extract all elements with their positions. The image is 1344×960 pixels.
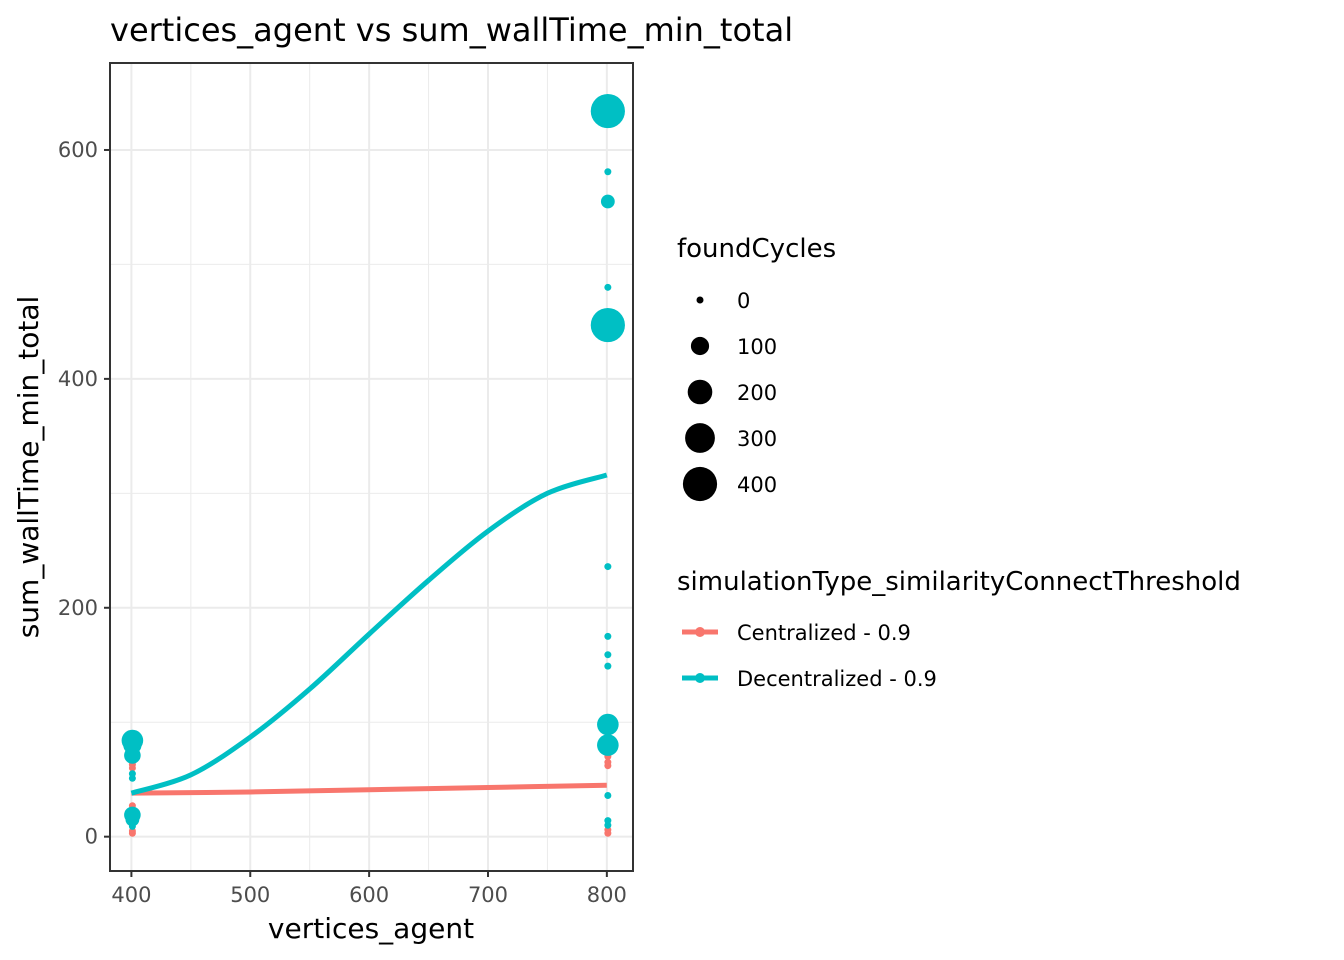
y-tick-label: 200 [58,596,98,620]
data-point-decentralized [597,713,619,736]
data-point-centralized [128,829,136,837]
data-points [121,93,625,837]
size-legend-key [682,466,718,502]
color-legend-point [695,627,705,637]
x-tick-label: 500 [230,883,270,907]
size-legend: foundCycles 0 100 200 300 400 [677,234,836,502]
data-point-centralized [604,762,612,770]
x-tick-label: 800 [587,883,627,907]
grid-minor [110,63,633,871]
data-point-decentralized [128,822,136,830]
data-point-decentralized [604,632,612,640]
x-tick-label: 700 [468,883,508,907]
data-point-centralized [128,764,136,772]
trend-line-centralized [131,782,607,796]
color-legend: simulationType_similarityConnectThreshol… [677,567,1241,691]
trend-line-decentralized [130,472,608,796]
data-point-decentralized [604,651,612,659]
size-legend-label: 400 [737,473,777,497]
trend-lines [130,472,608,796]
color-legend-point [695,673,705,683]
x-axis-ticks: 400 500 600 700 800 [111,871,627,907]
x-axis-title: vertices_agent [268,912,474,945]
data-point-decentralized [125,812,140,827]
data-point-decentralized [590,307,625,343]
data-point-decentralized [124,747,141,764]
plot-border [109,62,634,872]
data-point-decentralized [604,563,612,571]
y-tick-label: 0 [85,825,98,849]
x-tick-label: 600 [349,883,389,907]
data-point-decentralized [600,194,615,209]
data-point-decentralized [597,734,619,756]
data-point-decentralized [604,821,612,829]
data-point-decentralized [604,791,612,799]
chart-title: vertices_agent vs sum_wallTime_min_total [110,11,793,49]
size-legend-label: 100 [737,335,777,359]
size-legend-label: 300 [737,427,777,451]
y-tick-label: 400 [58,367,98,391]
y-axis-title: sum_wallTime_min_total [12,296,45,639]
data-point-decentralized [590,93,625,129]
data-point-decentralized [604,662,612,670]
x-tick-label: 400 [111,883,151,907]
size-legend-title: foundCycles [677,234,836,264]
data-point-decentralized [604,168,612,176]
size-legend-label: 200 [737,381,777,405]
size-legend-key [690,336,710,356]
size-legend-key [685,423,715,453]
size-legend-key [687,379,713,405]
data-point-centralized [604,829,612,837]
y-tick-label: 600 [58,138,98,162]
color-legend-label: Decentralized - 0.9 [737,667,937,691]
y-axis-ticks: 0 200 400 600 [58,138,110,849]
size-legend-key [696,296,704,304]
color-legend-title: simulationType_similarityConnectThreshol… [677,567,1241,597]
data-point-decentralized [604,283,612,291]
color-legend-label: Centralized - 0.9 [737,621,911,645]
plot-panel [110,63,633,871]
size-legend-label: 0 [737,289,750,313]
data-point-decentralized [128,774,136,782]
